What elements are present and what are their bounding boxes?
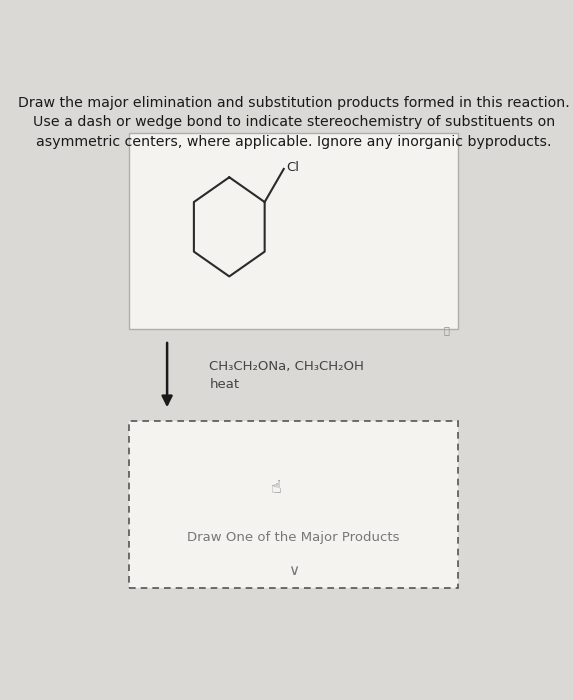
Text: Draw One of the Major Products: Draw One of the Major Products [187,531,400,545]
Bar [129,421,458,588]
Text: Cl: Cl [286,161,299,174]
Text: ☝: ☝ [270,479,281,497]
Text: ⧉: ⧉ [444,326,450,335]
Text: ∨: ∨ [288,564,299,578]
Text: asymmetric centers, where applicable. Ignore any inorganic byproducts.: asymmetric centers, where applicable. Ig… [36,134,551,148]
Text: CH₃CH₂ONa, CH₃CH₂OH: CH₃CH₂ONa, CH₃CH₂OH [209,360,364,374]
Text: Draw the major elimination and substitution products formed in this reaction.: Draw the major elimination and substitut… [18,96,570,110]
Text: heat: heat [209,378,240,391]
Text: Use a dash or wedge bond to indicate stereochemistry of substituents on: Use a dash or wedge bond to indicate ste… [33,116,555,130]
Bar [129,132,458,329]
